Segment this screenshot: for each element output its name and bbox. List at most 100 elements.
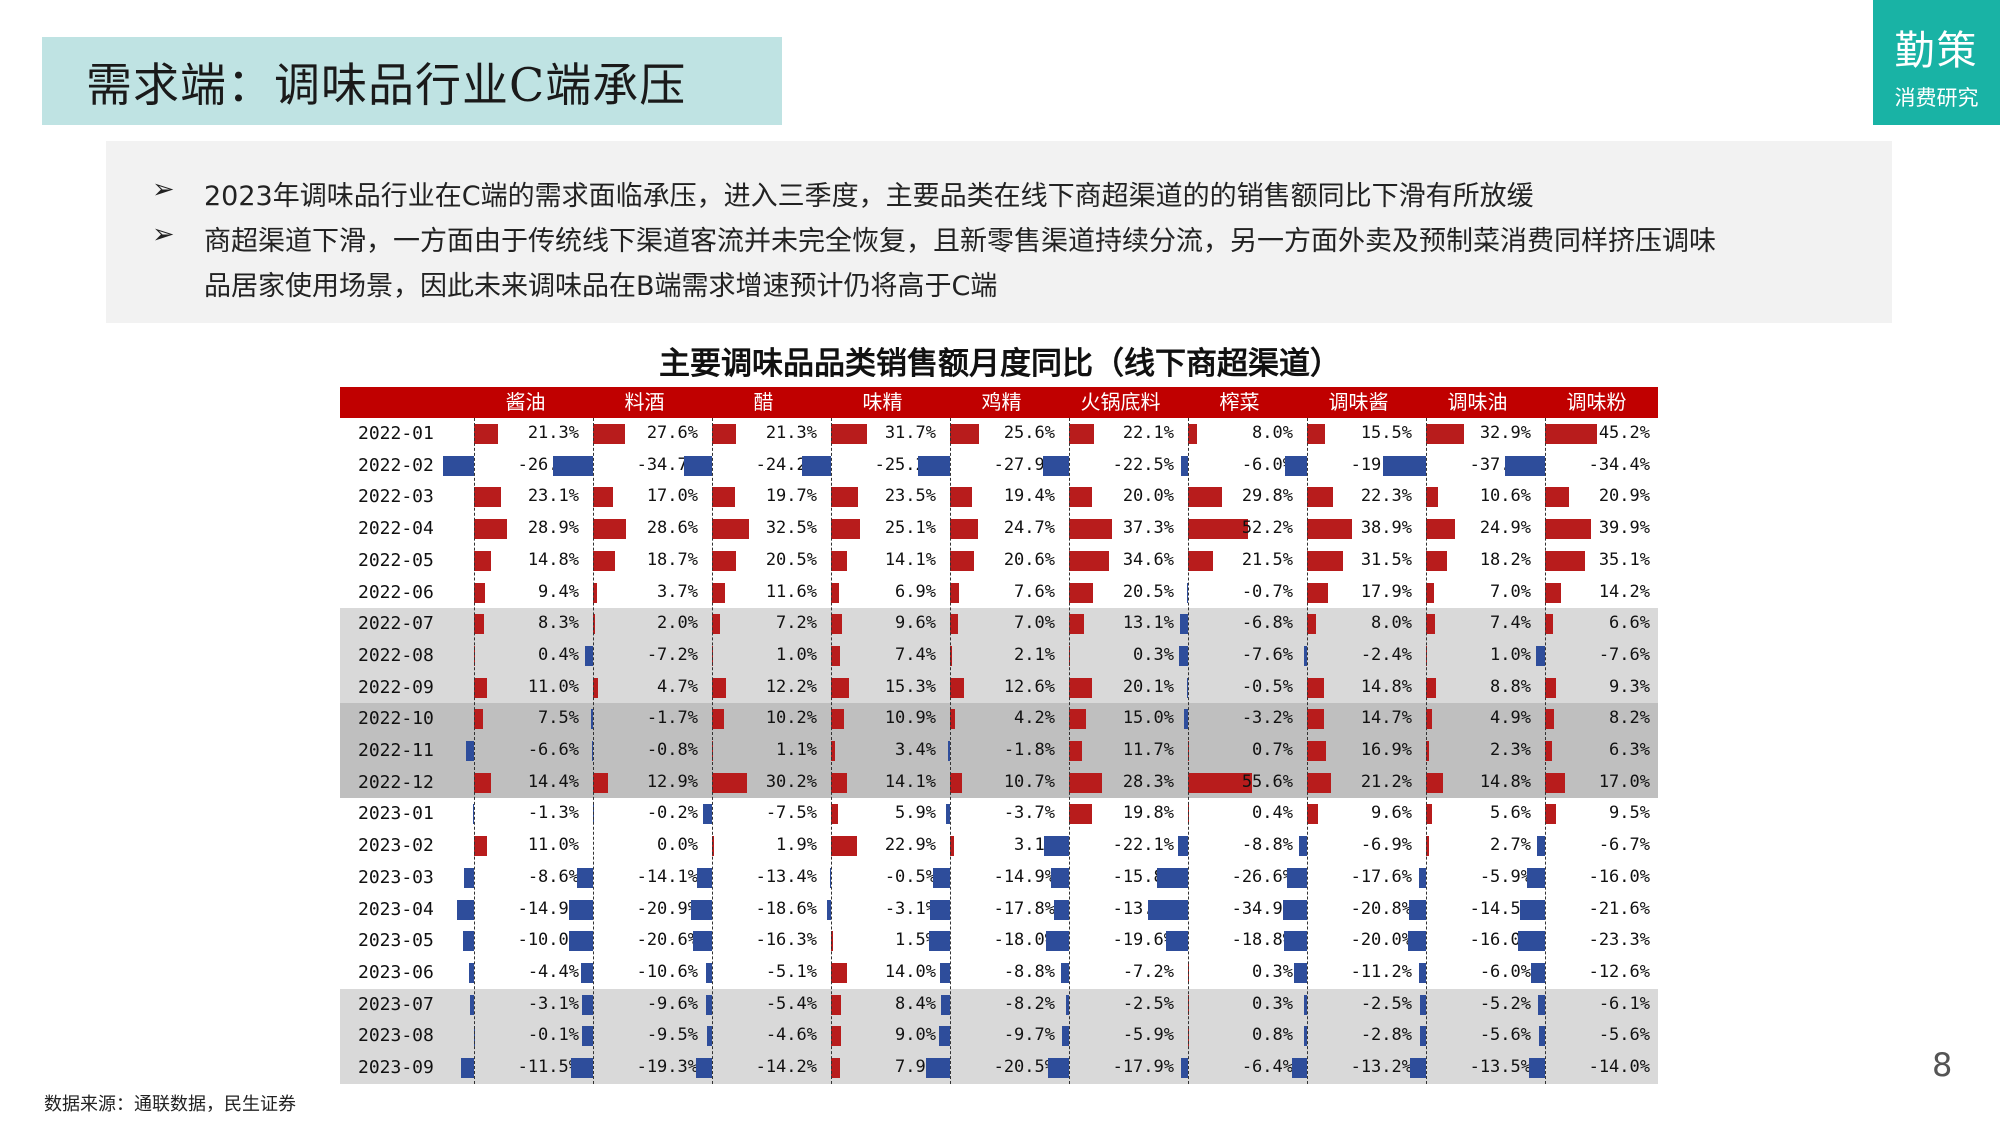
positive-bar (1307, 709, 1324, 730)
table-cell: 1.1% (704, 735, 823, 767)
table-row: 2023-03 -8.6% -14.1% -13.4% -0.5% -14.9% -15.8… (340, 862, 1658, 894)
negative-bar (696, 867, 712, 888)
table-cell: 5.6% (1418, 798, 1537, 830)
positive-bar (1188, 772, 1252, 793)
table-cell: 15.0% (1061, 703, 1180, 735)
cell-value: -8.8% (1241, 835, 1293, 856)
negative-bar (940, 994, 950, 1015)
cell-value: 8.8% (1490, 676, 1531, 697)
cell-value: -2.4% (1360, 644, 1412, 665)
table-cell: 18.2% (1418, 545, 1537, 577)
table-cell: 1.0% (1418, 640, 1537, 672)
cell-value: -20.8% (1350, 898, 1412, 919)
positive-bar (950, 424, 980, 444)
table-cell: 1.0% (704, 640, 823, 672)
cell-value: -20.6% (636, 930, 698, 951)
negative-bar (1157, 867, 1188, 888)
table-cell: -17.6% (1286, 862, 1418, 894)
negative-bar (570, 1058, 593, 1078)
negative-bar (468, 962, 474, 983)
negative-bar (1294, 962, 1307, 983)
cell-value: 14.8% (1360, 676, 1412, 697)
negative-bar (1518, 931, 1545, 952)
cell-value: -26.6% (1231, 866, 1293, 887)
negative-bar (929, 899, 950, 920)
table-cell: 6.6% (1537, 608, 1656, 640)
table-cell: 7.5% (466, 703, 585, 735)
cell-value: -5.1% (765, 961, 817, 982)
page-number: 8 (1932, 1046, 1953, 1084)
cell-value: 20.6% (1003, 549, 1055, 570)
positive-bar (831, 804, 838, 825)
table-row: 2022-07 8.3% 2.0% 7.2% 9.6% 7.0% 13.1% -6.8% 8.0… (340, 608, 1658, 640)
cell-value: -7.6% (1598, 644, 1650, 665)
cell-value: -5.9% (1479, 866, 1531, 887)
positive-bar (474, 677, 487, 698)
logo-name: 勤策 (1894, 28, 1979, 74)
positive-bar (831, 614, 843, 635)
cell-value: 2.3% (1490, 740, 1531, 760)
table-cell: 18.7% (585, 545, 704, 577)
table-cell: -5.9% (1061, 1020, 1180, 1052)
table-cell: -13.5% (1410, 1052, 1537, 1084)
table-cell: 35.1% (1537, 545, 1656, 577)
cell-value: 21.3% (527, 423, 579, 443)
table-cell: -0.5% (1180, 672, 1299, 704)
negative-bar (945, 804, 950, 825)
title-banner: 需求端：调味品行业C端承压 (42, 37, 782, 125)
negative-bar (470, 994, 474, 1015)
cell-value: 19.7% (765, 486, 817, 507)
cell-value: -7.6% (1241, 644, 1293, 665)
positive-bar (831, 994, 841, 1015)
row-date: 2022-06 (358, 581, 434, 603)
cell-value: 7.5% (538, 708, 579, 729)
cell-value: 45.2% (1598, 423, 1650, 443)
negative-bar (456, 899, 474, 920)
cell-value: -0.5% (1241, 676, 1293, 697)
brand-logo: 勤策 消费研究 (1873, 0, 2000, 125)
cell-value: -17.6% (1350, 866, 1412, 887)
negative-bar (705, 994, 712, 1015)
cell-value: -9.7% (1003, 1025, 1055, 1046)
row-date: 2022-12 (358, 771, 434, 793)
table-cell: -0.2% (585, 798, 704, 830)
negative-bar (1147, 899, 1188, 920)
cell-value: 1.0% (1490, 644, 1531, 665)
table-cell: 19.8% (1061, 798, 1180, 830)
table-cell: 8.8% (1418, 672, 1537, 704)
cell-value: -3.7% (1003, 803, 1055, 824)
cell-value: -17.9% (1112, 1057, 1174, 1077)
cell-value: 9.6% (1371, 803, 1412, 824)
table-cell: -6.7% (1537, 830, 1656, 862)
negative-bar (938, 1026, 950, 1047)
positive-bar (831, 836, 858, 857)
cell-value: -14.2% (755, 1057, 817, 1077)
table-cell: 14.1% (823, 767, 942, 799)
table-cell: -3.2% (1180, 703, 1299, 735)
table-cell: 6.3% (1537, 735, 1656, 767)
positive-bar (831, 1026, 842, 1047)
table-cell: 2.3% (1418, 735, 1537, 767)
positive-bar (950, 614, 959, 635)
positive-bar (593, 487, 613, 508)
table-cell: 8.0% (1180, 418, 1299, 450)
table-cell: 2.1% (942, 640, 1061, 672)
negative-bar (1166, 931, 1188, 952)
cell-value: -14.0% (1588, 1057, 1650, 1077)
cell-value: 8.4% (895, 993, 936, 1014)
table-cell: 22.1% (1061, 418, 1180, 450)
cell-value: -19.6% (1112, 930, 1174, 951)
table-cell: 22.9% (823, 830, 942, 862)
table-cell: -20.6% (569, 925, 704, 957)
negative-bar (1528, 1058, 1545, 1078)
column-header: 味精 (862, 390, 903, 414)
cell-value: 35.1% (1598, 549, 1650, 570)
cell-value: 7.2% (776, 613, 817, 634)
negative-bar (1419, 962, 1426, 983)
table-cell: 34.6% (1061, 545, 1180, 577)
cell-value: -6.0% (1479, 961, 1531, 982)
cell-value: 21.2% (1360, 771, 1412, 792)
negative-bar (568, 899, 593, 920)
cell-value: 27.6% (646, 423, 698, 443)
negative-bar (939, 962, 950, 983)
